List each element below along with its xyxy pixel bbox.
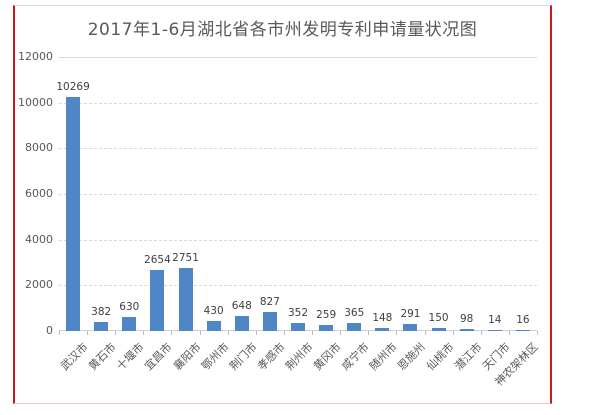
y-tick-label: 12000 <box>18 50 53 63</box>
x-tick-mark <box>115 331 117 335</box>
bar-value-label: 630 <box>119 300 140 313</box>
bar <box>347 322 362 331</box>
y-tick-label: 2000 <box>25 278 53 292</box>
y-tick-label: 8000 <box>25 141 53 155</box>
bar <box>319 325 334 331</box>
x-tick-label: 随州市 <box>367 340 400 373</box>
bar-value-label: 365 <box>344 306 365 319</box>
y-tick-label: 4000 <box>25 232 53 246</box>
bar <box>94 322 109 331</box>
plot-area: 0 2000 4000 6000 8000 10000 12000 10269 武汉市 382 黄石… <box>18 50 541 388</box>
bar-value-label: 150 <box>428 311 449 324</box>
bar <box>487 329 502 331</box>
x-tick-mark <box>255 331 257 335</box>
bar-value-label: 430 <box>203 305 224 318</box>
x-tick-label: 咸宁市 <box>339 340 372 373</box>
x-tick-mark <box>396 331 398 335</box>
x-tick-label: 鄂州市 <box>198 340 232 373</box>
x-tick-mark <box>452 331 454 335</box>
bar-value-label: 16 <box>516 313 530 326</box>
bar <box>262 312 277 331</box>
x-tick-label: 黄石市 <box>86 340 119 373</box>
bar <box>234 316 249 331</box>
bar <box>431 327 446 331</box>
x-tick-mark <box>368 331 370 335</box>
y-tick-label: 6000 <box>25 187 53 200</box>
bar-value-label: 648 <box>231 300 252 313</box>
bar <box>122 316 137 331</box>
chart-frame: 2017年1-6月湖北省各市州发明专利申请量状况图 0 2000 4000 6000 8… <box>13 5 552 404</box>
x-tick-label: 孝感市 <box>254 340 288 373</box>
bar-value-label: 291 <box>400 308 421 321</box>
bar-value-label: 352 <box>287 306 309 319</box>
x-tick-mark <box>171 331 173 335</box>
bar <box>178 268 193 331</box>
gridline <box>59 57 537 58</box>
y-tick-label: 0 <box>46 324 53 337</box>
gridline <box>59 148 537 150</box>
x-tick-mark <box>480 331 482 335</box>
bar <box>515 329 530 331</box>
x-tick-label: 恩施州 <box>395 340 429 373</box>
x-tick-label: 潜江市 <box>451 340 485 373</box>
gridline <box>59 285 537 287</box>
bar-value-label: 10269 <box>56 80 90 93</box>
x-tick-mark <box>59 331 60 335</box>
x-tick-label: 黄冈市 <box>311 340 344 373</box>
x-tick-mark <box>312 331 314 335</box>
bar <box>375 327 390 331</box>
x-tick-mark <box>508 331 510 335</box>
x-tick-mark <box>424 331 426 335</box>
bar <box>403 324 418 331</box>
x-tick-mark <box>537 331 538 335</box>
bar-value-label: 259 <box>316 309 337 322</box>
x-tick-label: 武汉市 <box>58 340 91 373</box>
x-tick-mark <box>227 331 229 335</box>
x-tick-mark <box>199 331 201 335</box>
bar-value-label: 98 <box>460 312 474 325</box>
bar-value-label: 14 <box>488 313 502 326</box>
x-tick-label: 仙桃市 <box>423 340 457 373</box>
x-tick-label: 十堰市 <box>114 340 147 373</box>
x-tick-label: 宜昌市 <box>142 340 176 373</box>
bar <box>66 96 81 331</box>
bar-value-label: 827 <box>259 296 280 309</box>
bar <box>206 321 221 331</box>
y-tick-label: 10000 <box>18 95 53 109</box>
bar-value-label: 382 <box>91 306 112 319</box>
bar <box>459 328 474 331</box>
x-tick-label: 襄阳市 <box>170 340 204 373</box>
gridline <box>59 239 537 241</box>
gridline <box>59 102 537 104</box>
gridline <box>59 194 537 195</box>
bar-value-label: 2654 <box>144 254 171 267</box>
bar-value-label: 148 <box>372 311 393 324</box>
bar <box>291 322 305 331</box>
x-tick-label: 荆州市 <box>283 340 316 373</box>
chart-title: 2017年1-6月湖北省各市州发明专利申请量状况图 <box>87 20 478 40</box>
x-tick-label: 荆门市 <box>226 340 260 373</box>
bar-value-label: 2751 <box>172 252 199 265</box>
x-tick-mark <box>87 331 89 335</box>
x-tick-mark <box>340 331 342 335</box>
bar <box>150 270 165 331</box>
x-tick-mark <box>283 331 285 335</box>
x-tick-mark <box>143 331 145 335</box>
